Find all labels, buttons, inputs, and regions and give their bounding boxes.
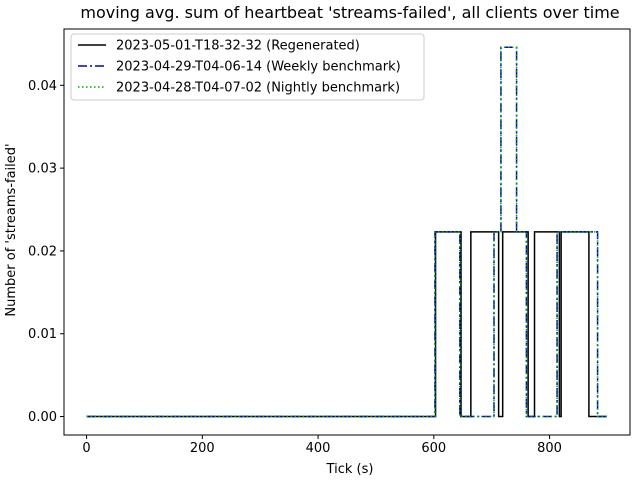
series-layer [86,46,607,418]
x-axis-label: Tick (s) [326,462,374,477]
plot-area: 0 200 400 600 800 0.00 0.01 0.02 0.03 0.04 [28,28,631,456]
legend: 2023-05-01-T18-32-32 (Regenerated) 2023-0… [70,33,425,101]
x-axis: 0 200 400 600 800 [82,435,562,456]
x-tick-label: 400 [306,441,331,456]
y-tick-label: 0.01 [28,327,57,342]
y-tick-label: 0.00 [28,410,57,425]
legend-label: 2023-04-28-T04-07-02 (Nightly benchmark) [116,81,400,96]
y-axis-label: Number of 'streams-failed' [4,143,19,316]
series-line-3 [86,46,607,418]
x-tick-label: 600 [421,441,446,456]
axes-frame [63,28,631,436]
y-tick-label: 0.04 [28,79,57,94]
x-tick-label: 800 [537,441,562,456]
y-tick-label: 0.03 [28,162,57,177]
legend-label: 2023-04-29-T04-06-14 (Weekly benchmark) [116,60,401,75]
x-tick-label: 200 [190,441,215,456]
legend-box [70,33,425,101]
legend-label: 2023-05-01-T18-32-32 (Regenerated) [116,39,360,54]
x-tick-label: 0 [82,441,90,456]
chart-title: moving avg. sum of heartbeat 'streams-fa… [80,3,619,22]
y-tick-label: 0.02 [28,244,57,259]
y-axis: 0.00 0.01 0.02 0.03 0.04 [28,79,64,425]
